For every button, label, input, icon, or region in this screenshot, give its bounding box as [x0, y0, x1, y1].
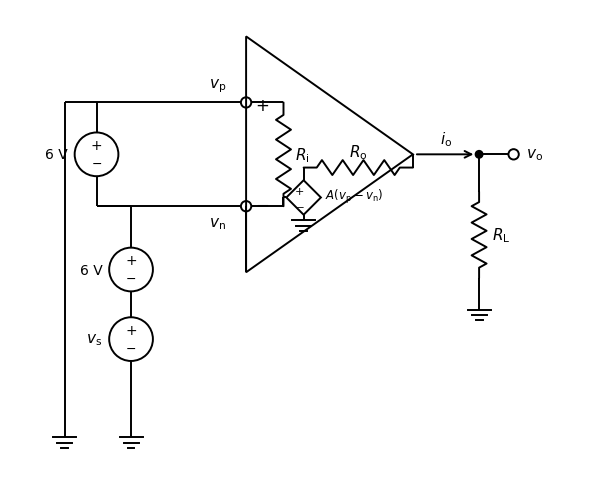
Text: $v_\mathrm{p}$: $v_\mathrm{p}$: [209, 77, 226, 95]
Text: $i_\mathrm{o}$: $i_\mathrm{o}$: [440, 130, 452, 148]
Text: $R_\mathrm{o}$: $R_\mathrm{o}$: [349, 143, 368, 162]
Text: $-$: $-$: [255, 195, 269, 213]
Text: $v_\mathrm{n}$: $v_\mathrm{n}$: [209, 216, 226, 232]
Text: +: +: [125, 323, 137, 337]
Text: +: +: [125, 254, 137, 268]
Text: $+$: $+$: [255, 97, 269, 115]
Text: 6 V: 6 V: [45, 148, 68, 162]
Circle shape: [476, 151, 483, 159]
Text: $-$: $-$: [91, 157, 102, 170]
Text: 6 V: 6 V: [80, 263, 102, 277]
Text: $R_\mathrm{i}$: $R_\mathrm{i}$: [295, 146, 310, 164]
Text: $-$: $-$: [126, 272, 137, 285]
Text: +: +: [91, 139, 102, 153]
Text: $v_\mathrm{o}$: $v_\mathrm{o}$: [526, 147, 543, 163]
Text: $R_\mathrm{L}$: $R_\mathrm{L}$: [491, 226, 510, 244]
Text: $A(v_\mathrm{p}-v_\mathrm{n})$: $A(v_\mathrm{p}-v_\mathrm{n})$: [325, 188, 384, 206]
Text: +: +: [294, 186, 304, 197]
Text: $-$: $-$: [294, 200, 304, 210]
Text: $-$: $-$: [126, 341, 137, 354]
Text: $v_\mathrm{s}$: $v_\mathrm{s}$: [86, 331, 102, 347]
